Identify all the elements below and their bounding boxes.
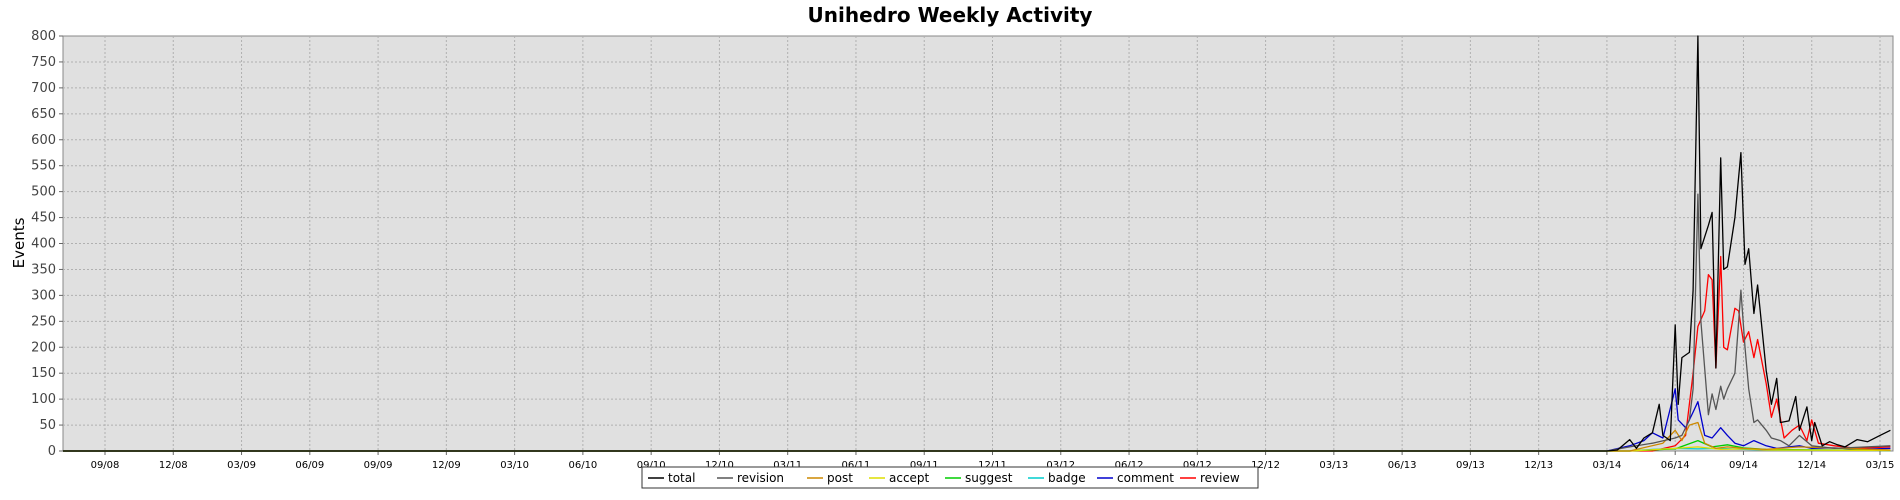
x-tick-label: 03/13 — [1319, 460, 1348, 471]
x-tick-label: 12/08 — [159, 460, 188, 471]
x-tick-label: 03/14 — [1593, 460, 1622, 471]
x-tick-label: 03/10 — [500, 460, 529, 471]
x-axis-ticks: 09/08 12/08 03/09 06/09 09/09 12/09 03/10 06/10… — [91, 451, 1895, 471]
y-tick-label: 200 — [31, 340, 56, 355]
y-tick-label: 250 — [31, 314, 56, 329]
legend-label-review: review — [1200, 471, 1240, 485]
x-tick-label: 03/11 — [773, 460, 802, 471]
y-tick-label: 450 — [31, 211, 56, 226]
series-line-total — [63, 35, 1891, 452]
legend: total revision post accept suggest badge comme… — [641, 466, 1259, 489]
legend-label-suggest: suggest — [965, 471, 1013, 485]
plot-area — [62, 35, 1894, 452]
x-tick-label: 06/09 — [295, 460, 324, 471]
x-tick-label: 06/13 — [1388, 460, 1417, 471]
legend-label-post: post — [827, 471, 853, 485]
x-tick-label: 12/13 — [1524, 460, 1553, 471]
grid-lines — [63, 36, 1893, 451]
y-tick-label: 150 — [31, 366, 56, 381]
y-tick-label: 100 — [31, 392, 56, 407]
series-line-comment — [63, 388, 1891, 452]
y-tick-label: 650 — [31, 107, 56, 122]
x-tick-label: 09/08 — [91, 460, 120, 471]
legend-label-badge: badge — [1048, 471, 1086, 485]
y-tick-label: 600 — [31, 133, 56, 148]
x-tick-label: 06/11 — [842, 460, 871, 471]
x-tick-label: 09/10 — [637, 460, 666, 471]
data-series — [63, 35, 1891, 452]
x-tick-label: 06/10 — [568, 460, 597, 471]
x-tick-label: 09/12 — [1183, 460, 1212, 471]
x-tick-label: 12/12 — [1251, 460, 1280, 471]
x-tick-label: 12/09 — [432, 460, 461, 471]
y-tick-label: 50 — [39, 418, 56, 433]
x-tick-label: 06/12 — [1115, 460, 1144, 471]
legend-label-comment: comment — [1117, 471, 1174, 485]
x-tick-label: 06/14 — [1661, 460, 1690, 471]
chart-title: Unihedro Weekly Activity — [808, 3, 1093, 27]
x-tick-label: 12/14 — [1797, 460, 1826, 471]
series-line-post — [63, 421, 1891, 452]
y-tick-label: 400 — [31, 237, 56, 252]
y-tick-label: 700 — [31, 81, 56, 96]
y-axis-ticks: 0 50 100 150 200 250 300 350 400 450 500 550 600 650 7… — [31, 29, 63, 459]
x-tick-label: 12/11 — [978, 460, 1007, 471]
x-tick-label: 09/11 — [910, 460, 939, 471]
x-tick-label: 03/09 — [227, 460, 256, 471]
y-tick-label: 350 — [31, 262, 56, 277]
legend-label-total: total — [668, 471, 695, 485]
y-tick-label: 750 — [31, 55, 56, 70]
x-tick-label: 03/15 — [1866, 460, 1895, 471]
x-tick-label: 12/10 — [705, 460, 734, 471]
x-tick-label: 09/14 — [1729, 460, 1758, 471]
series-line-review — [63, 255, 1891, 452]
y-axis-label: Events — [10, 217, 28, 268]
y-tick-label: 500 — [31, 185, 56, 200]
y-tick-label: 300 — [31, 288, 56, 303]
x-tick-label: 03/12 — [1046, 460, 1075, 471]
y-tick-label: 550 — [31, 159, 56, 174]
series-line-revision — [63, 193, 1891, 452]
x-tick-label: 09/09 — [364, 460, 393, 471]
legend-label-accept: accept — [889, 471, 930, 485]
y-tick-label: 0 — [48, 444, 56, 459]
x-tick-label: 09/13 — [1456, 460, 1485, 471]
legend-label-revision: revision — [737, 471, 784, 485]
y-tick-label: 800 — [31, 29, 56, 44]
